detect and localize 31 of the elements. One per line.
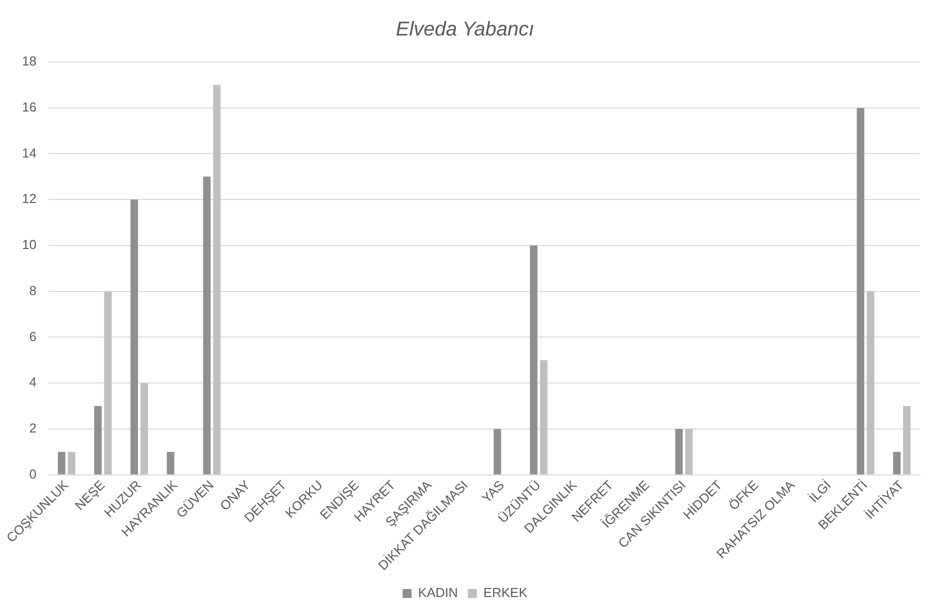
bar: [685, 428, 693, 474]
bar: [140, 383, 148, 474]
chart-title: Elveda Yabancı: [396, 18, 534, 41]
legend-label: KADIN: [418, 585, 458, 600]
legend-label: ERKEK: [483, 585, 528, 600]
bar: [856, 108, 864, 474]
y-tick-label: 10: [22, 237, 36, 252]
y-tick-label: 8: [29, 282, 36, 298]
bar: [130, 200, 138, 474]
y-tick-label: 6: [29, 328, 36, 344]
bar: [104, 291, 112, 474]
y-tick-label: 14: [22, 145, 36, 160]
y-tick-label: 4: [29, 374, 36, 390]
bar: [494, 428, 502, 474]
bar: [166, 452, 174, 474]
y-tick-label: 0: [29, 466, 36, 482]
y-tick-label: 16: [22, 99, 36, 114]
bar: [893, 452, 901, 474]
bar: [58, 452, 66, 474]
y-tick-label: 12: [22, 191, 36, 206]
bar: [213, 84, 221, 474]
bar: [903, 406, 911, 474]
bar: [866, 291, 874, 474]
bar: [203, 176, 211, 474]
y-tick-label: 2: [29, 420, 36, 436]
bar: [94, 406, 102, 474]
bar: [68, 452, 76, 474]
y-tick-label: 18: [22, 54, 36, 69]
bar: [540, 360, 548, 474]
bar: [675, 428, 683, 474]
bar: [530, 245, 538, 474]
